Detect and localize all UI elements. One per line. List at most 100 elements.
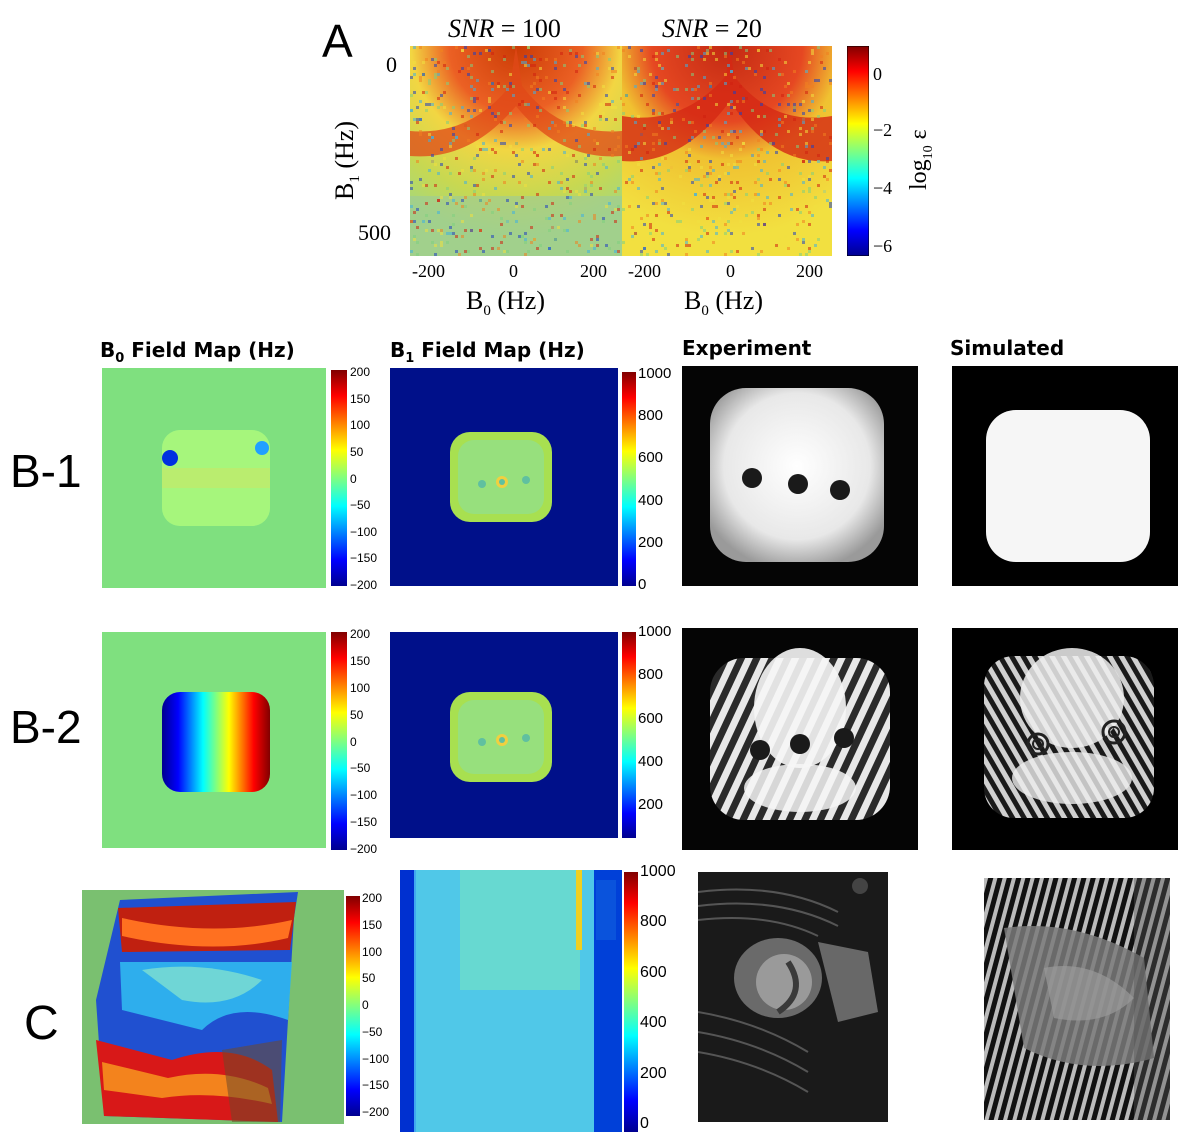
hdr-b1-sub: 1 xyxy=(405,351,415,366)
cb-tick: 0 xyxy=(350,734,357,749)
cb-tick: 150 xyxy=(350,653,371,668)
panel-a-xtick-left-m200: -200 xyxy=(412,261,445,281)
cb-tick: −150 xyxy=(362,1078,390,1093)
cb-tick: 400 xyxy=(638,752,664,770)
cb-tick: −150 xyxy=(350,551,378,566)
c-b1-colorbar xyxy=(624,872,638,1132)
cb-tick: 200 xyxy=(640,1064,667,1082)
cb-tick: −100 xyxy=(350,524,378,539)
cb-tick: 400 xyxy=(638,491,664,509)
panel-a-xtick-left-0: 0 xyxy=(509,261,518,281)
panel-a-cb-tick-m4: −4 xyxy=(873,178,893,198)
row-label-b2: B-2 xyxy=(10,701,82,753)
b1-b1-field-map-image xyxy=(390,368,618,586)
cb-tick: 400 xyxy=(640,1014,667,1032)
b1-b0-colorbar xyxy=(331,370,347,586)
b2-b1-colorbar xyxy=(622,632,636,838)
cb-tick: 50 xyxy=(350,707,364,722)
c-simulated-image xyxy=(984,878,1170,1120)
cb-tick: 1000 xyxy=(638,365,672,382)
c-b1-field-map-image xyxy=(400,870,622,1132)
cb-tick: 200 xyxy=(362,891,383,905)
c-b0-field-map-image xyxy=(82,890,344,1124)
cb-tick: −200 xyxy=(350,842,378,856)
cb-tick: 100 xyxy=(362,944,383,959)
c-b0-colorbar xyxy=(346,896,360,1116)
cb-tick: 200 xyxy=(638,796,664,813)
cb-tick: 0 xyxy=(638,575,647,593)
hdr-b1-tail: Field Map (Hz) xyxy=(414,338,585,362)
b2-b1-colorbar-ticks: 1000 800 600 400 200 xyxy=(638,624,671,812)
cb-tick: −50 xyxy=(362,1024,383,1039)
xlabel-right-sub: 0 xyxy=(701,303,709,320)
row-label-c: C xyxy=(24,997,59,1050)
b2-b0-colorbar-ticks: 200 150 100 50 0 −50 −100 −150 −200 xyxy=(350,628,377,855)
cb-tick: 600 xyxy=(638,709,664,727)
b1-b0-field-map-image xyxy=(102,368,326,588)
cb-tick: −50 xyxy=(350,761,371,776)
cb-label-tail: ε xyxy=(906,129,932,146)
cb-tick: −150 xyxy=(350,815,378,830)
xlabel-right-main: B xyxy=(684,286,702,315)
header-experiment: Experiment xyxy=(682,336,812,360)
xlabel-left-main: B xyxy=(466,286,484,315)
cb-tick: 100 xyxy=(350,680,371,695)
snr-value-right: 20 xyxy=(735,14,762,43)
hdr-b0-sub: 0 xyxy=(115,351,125,366)
panel-a-cb-tick-m2: −2 xyxy=(873,120,893,140)
b2-b1-field-map-image xyxy=(390,632,618,838)
hdr-b0-tail: Field Map (Hz) xyxy=(124,338,295,362)
b1-b0-colorbar-ticks: 200 150 100 50 0 −50 −100 −150 −200 xyxy=(350,366,377,591)
cb-tick: 200 xyxy=(350,627,371,641)
cb-tick: 1000 xyxy=(638,623,672,640)
panel-a-colorbar xyxy=(847,46,869,256)
hdr-b1-main: B xyxy=(390,338,406,362)
ylabel-main: B xyxy=(330,182,359,200)
b1-experiment-image xyxy=(682,366,918,586)
panel-a-xtick-left-200: 200 xyxy=(580,261,607,281)
ylabel-unit: (Hz) xyxy=(330,121,359,176)
xlabel-right-unit: (Hz) xyxy=(708,286,763,315)
panel-a-ytick-500: 500 xyxy=(358,220,391,245)
header-b0-field-map: B0 Field Map (Hz) xyxy=(100,340,295,365)
panel-a-title-right: SNR = 20 xyxy=(662,14,762,43)
b1-simulated-image xyxy=(952,366,1178,586)
cb-tick: 200 xyxy=(350,365,371,379)
panel-a-title-left: SNR = 100 xyxy=(448,14,561,43)
cb-tick: 50 xyxy=(350,444,364,459)
b2-experiment-image xyxy=(682,628,918,850)
snr-label-left: SNR xyxy=(448,14,495,43)
panel-a-xlabel-right: B0 (Hz) xyxy=(684,286,763,320)
snr-value-left: 100 xyxy=(521,14,561,43)
row-label-b1: B-1 xyxy=(10,445,82,497)
panel-a-heatmap-right xyxy=(622,46,832,256)
c-b1-colorbar-ticks: 1000 800 600 400 200 0 xyxy=(640,864,676,1132)
xlabel-left-sub: 0 xyxy=(483,303,491,320)
cb-tick: 150 xyxy=(362,917,383,932)
panel-a-letter: A xyxy=(322,15,353,67)
panel-a-colorbar-label: log10 ε xyxy=(906,129,937,190)
c-b0-colorbar-ticks: 200 150 100 50 0 −50 −100 −150 −200 xyxy=(362,892,389,1118)
cb-tick: −100 xyxy=(362,1051,390,1066)
panel-a-xtick-right-m200: -200 xyxy=(628,261,661,281)
panel-a-ylabel: B1 (Hz) xyxy=(330,121,364,200)
panel-a-cb-tick-0: 0 xyxy=(873,64,882,84)
cb-tick: −100 xyxy=(350,788,378,803)
panel-a-xtick-right-200: 200 xyxy=(796,261,823,281)
cb-tick: 1000 xyxy=(640,863,676,880)
b2-simulated-image xyxy=(952,628,1178,850)
panel-a-xlabel-left: B0 (Hz) xyxy=(466,286,545,320)
panel-a-xtick-right-0: 0 xyxy=(726,261,735,281)
header-simulated: Simulated xyxy=(950,336,1065,360)
cb-tick: 50 xyxy=(362,971,376,986)
header-b1-field-map: B1 Field Map (Hz) xyxy=(390,340,585,365)
cb-label-main: log xyxy=(906,159,932,190)
panel-a-ytick-0: 0 xyxy=(386,52,397,77)
panel-a-cb-tick-m6: −6 xyxy=(873,236,893,256)
cb-tick: 600 xyxy=(638,449,664,467)
ylabel-sub: 1 xyxy=(347,175,364,183)
b2-b0-colorbar xyxy=(331,632,347,850)
cb-tick: 0 xyxy=(350,471,357,486)
cb-tick: 800 xyxy=(638,666,664,684)
cb-tick: 200 xyxy=(638,533,664,551)
